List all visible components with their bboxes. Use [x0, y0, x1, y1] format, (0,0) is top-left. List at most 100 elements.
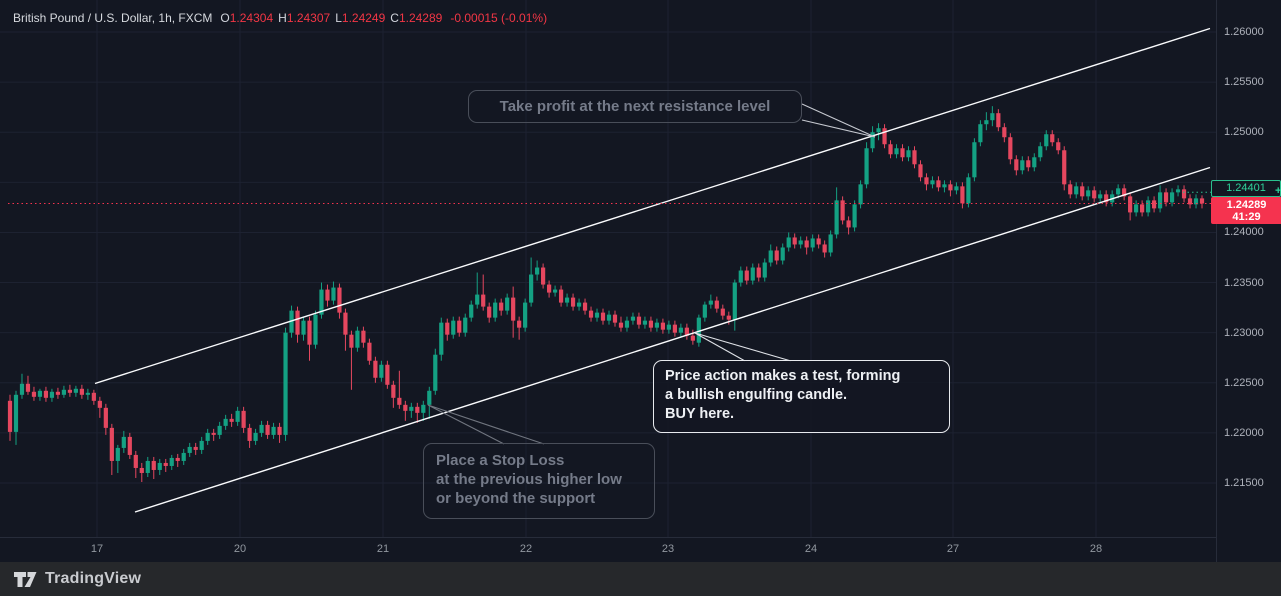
candle-body [930, 180, 935, 185]
candle-body [199, 440, 204, 450]
low-value: 1.24249 [341, 11, 386, 25]
candle-body [241, 410, 246, 428]
time-axis-label: 17 [90, 543, 104, 555]
take-profit-callout[interactable]: Take profit at the next resistance level [468, 90, 802, 123]
candle-body [966, 177, 971, 204]
candle-body [924, 177, 929, 185]
candle-body [67, 389, 72, 393]
price-axis-label: 1.21500 [1224, 477, 1264, 489]
candle-body [1146, 200, 1151, 213]
buy-callout[interactable]: Price action makes a test, forming a bul… [653, 360, 950, 433]
add-alert-plus-icon[interactable]: + [1275, 185, 1281, 197]
candle-body [786, 237, 791, 248]
candle-body [936, 180, 941, 188]
candle-body [624, 320, 630, 328]
candle-body [702, 304, 707, 318]
candle-body [894, 148, 899, 155]
candle-body [91, 392, 96, 401]
price-axis-label: 1.26000 [1224, 26, 1264, 38]
buy-text-line3: BUY here. [665, 406, 735, 422]
candle-body [912, 150, 917, 165]
candle-body [762, 262, 767, 278]
candle-body [325, 289, 330, 301]
candle-body [181, 452, 186, 461]
candle-body [79, 388, 84, 395]
candle-body [373, 360, 378, 378]
candle-body [1134, 204, 1139, 213]
price-axis-label: 1.25000 [1224, 126, 1264, 139]
candle-body [726, 315, 731, 320]
candle-body [738, 270, 743, 283]
candle-body [211, 432, 216, 435]
candle-body [774, 250, 779, 261]
candle-body [558, 289, 564, 303]
candle-body [1002, 127, 1007, 138]
candle-body [690, 335, 695, 341]
candle-body [696, 317, 701, 343]
footer-bar: TradingView [0, 562, 1281, 596]
candle-body [666, 324, 671, 330]
candle-body [672, 324, 677, 333]
stop-loss-text-line3: or beyond the support [436, 490, 596, 507]
candle-body [1116, 188, 1121, 195]
candle-body [247, 427, 252, 441]
take-profit-pointer [801, 103, 876, 138]
channel-lower-line [134, 166, 1211, 513]
candle-body [115, 447, 120, 461]
candle-body [720, 308, 725, 316]
candle-body [319, 289, 324, 315]
tradingview-logo[interactable]: TradingView [14, 570, 141, 588]
candle-body [457, 320, 462, 333]
candle-body [25, 383, 31, 392]
candle-body [948, 184, 953, 191]
candle-body [852, 204, 857, 228]
price-axis-label: 1.23500 [1224, 276, 1264, 289]
candle-body [906, 150, 911, 158]
candle-body [493, 302, 498, 318]
candle-body [475, 294, 480, 305]
buy-text-line1: Price action makes a test, forming [665, 368, 901, 384]
candle-body [169, 457, 174, 466]
candle-body [858, 184, 863, 205]
candle-body [822, 244, 827, 253]
take-profit-text: Take profit at the next resistance level [499, 98, 771, 115]
candle-body [349, 334, 354, 348]
candle-body [648, 320, 654, 328]
candle-body [882, 128, 887, 145]
candle-body [217, 425, 222, 435]
candle-body [265, 424, 270, 435]
candle-body [151, 460, 156, 470]
candle-body [445, 322, 450, 335]
candle-body [654, 322, 660, 328]
candle-body [576, 302, 582, 307]
candle-body [1038, 146, 1043, 158]
candle-body [1086, 190, 1091, 197]
candle-body [391, 384, 396, 398]
candle-body [1044, 134, 1049, 147]
candle-body [942, 184, 947, 188]
tradingview-logo-icon [14, 571, 37, 587]
candle-body [810, 238, 815, 248]
candle-body [229, 418, 234, 422]
candle-body [1098, 194, 1103, 199]
price-axis[interactable]: 1.24401 1.24289 41:29 + 1.26000 1.25500 1.… [1211, 0, 1281, 562]
chart-plot-area[interactable] [0, 0, 1281, 562]
candle-body [223, 418, 228, 426]
candle-body [732, 282, 737, 320]
time-axis-label: 22 [519, 543, 533, 555]
candle-body [1014, 159, 1019, 171]
candle-body [523, 302, 528, 328]
candle-body [313, 314, 318, 345]
buy-pointer [694, 332, 792, 362]
candle-body [55, 391, 61, 395]
time-axis[interactable]: 17 20 21 22 23 24 27 28 [0, 537, 1216, 563]
candle-body [804, 240, 809, 248]
bar-close-countdown: 41:29 [1232, 211, 1261, 223]
stop-loss-callout[interactable]: Place a Stop Loss at the previous higher… [423, 443, 655, 519]
candle-body [750, 267, 755, 281]
candle-body [636, 316, 642, 325]
stop-loss-text-line1: Place a Stop Loss [436, 452, 565, 469]
symbol-title[interactable]: British Pound / U.S. Dollar, 1h, FXCM [13, 11, 213, 25]
stop-loss-text-line2: at the previous higher low [436, 471, 622, 488]
